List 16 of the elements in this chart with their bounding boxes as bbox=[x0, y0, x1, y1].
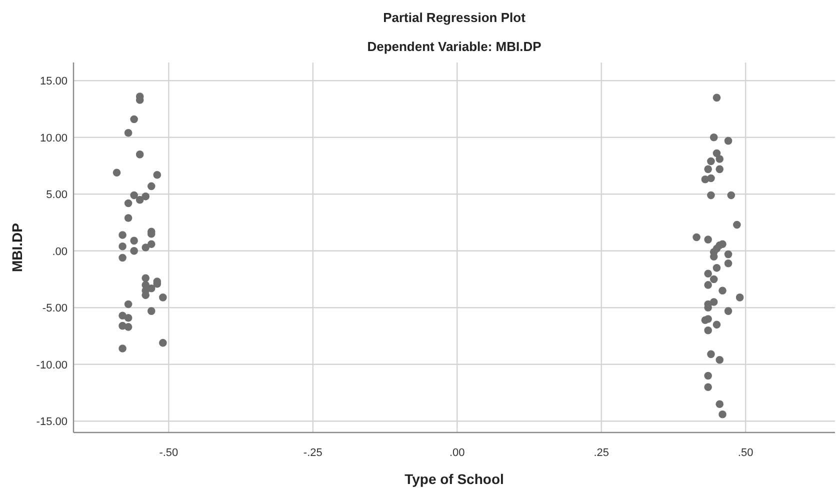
x-tick-label: .25 bbox=[594, 447, 610, 459]
x-tick-label: -.25 bbox=[303, 447, 322, 459]
y-tick-label: 15.00 bbox=[40, 76, 68, 88]
y-tick-label: -15.00 bbox=[36, 416, 68, 428]
y-tick-label: .00 bbox=[52, 246, 68, 258]
x-tick-label: .00 bbox=[449, 447, 465, 459]
x-tick-label: .50 bbox=[738, 447, 754, 459]
y-tick-label: 10.00 bbox=[40, 132, 68, 144]
x-tick-label: -.50 bbox=[159, 447, 178, 459]
y-tick-label: 5.00 bbox=[46, 189, 68, 202]
chart-title: Partial Regression Plot bbox=[383, 10, 526, 25]
y-tick-label: -5.00 bbox=[42, 302, 68, 315]
y-tick-label: -10.00 bbox=[36, 359, 68, 372]
y-axis-title: MBI.DP bbox=[9, 223, 25, 272]
x-axis-title: Type of School bbox=[404, 471, 504, 487]
chart-subtitle: Dependent Variable: MBI.DP bbox=[367, 39, 542, 54]
